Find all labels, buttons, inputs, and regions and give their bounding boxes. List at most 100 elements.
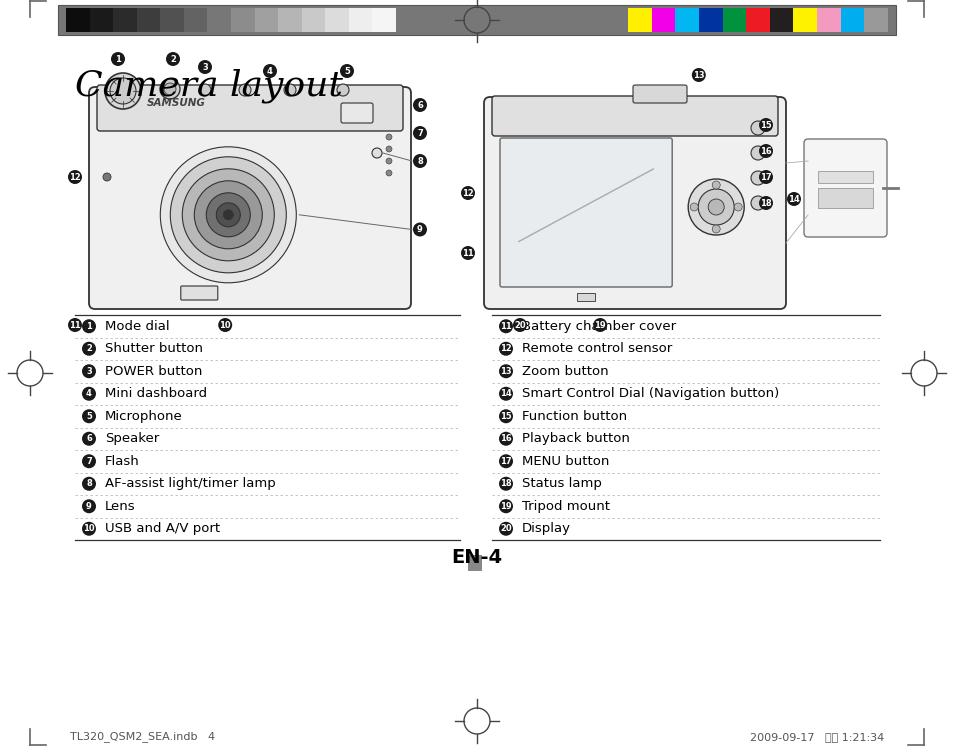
Circle shape (750, 171, 764, 185)
Text: 9: 9 (416, 225, 422, 234)
Circle shape (194, 181, 262, 248)
Circle shape (111, 52, 125, 66)
Bar (745, 8, 769, 32)
Text: 17: 17 (499, 457, 511, 466)
Circle shape (707, 199, 723, 215)
Text: Display: Display (521, 523, 571, 535)
Circle shape (750, 146, 764, 160)
Bar (577, 293, 595, 301)
Bar (816, 8, 840, 32)
Bar (769, 8, 793, 32)
Circle shape (166, 52, 180, 66)
Bar (113, 8, 136, 32)
Text: 16: 16 (499, 434, 512, 444)
Text: Battery chamber cover: Battery chamber cover (521, 320, 676, 333)
Text: Flash: Flash (105, 455, 139, 468)
Circle shape (413, 222, 427, 236)
Bar (721, 8, 745, 32)
Circle shape (160, 79, 180, 99)
Circle shape (372, 148, 381, 158)
FancyBboxPatch shape (483, 97, 785, 309)
Circle shape (103, 173, 111, 181)
Bar (136, 8, 160, 32)
Text: 17: 17 (760, 172, 771, 181)
Text: Speaker: Speaker (105, 432, 159, 445)
FancyBboxPatch shape (181, 286, 217, 300)
Circle shape (386, 134, 392, 140)
Text: 14: 14 (499, 389, 512, 398)
Text: 8: 8 (86, 479, 91, 488)
Circle shape (759, 144, 772, 158)
Text: Function button: Function button (521, 410, 626, 422)
Circle shape (386, 158, 392, 164)
Circle shape (239, 84, 251, 96)
Circle shape (498, 499, 513, 514)
Text: USB and A/V port: USB and A/V port (105, 523, 220, 535)
Text: 15: 15 (760, 120, 771, 130)
Circle shape (460, 246, 475, 260)
Text: 4: 4 (86, 389, 91, 398)
Text: 5: 5 (344, 66, 350, 75)
Circle shape (750, 196, 764, 210)
Circle shape (82, 454, 96, 468)
Circle shape (218, 318, 232, 332)
Text: 3: 3 (202, 62, 208, 72)
FancyBboxPatch shape (492, 96, 778, 136)
Bar (817, 188, 872, 208)
Bar (651, 8, 675, 32)
Circle shape (498, 477, 513, 491)
Circle shape (689, 203, 698, 211)
Circle shape (593, 318, 606, 332)
Text: 5: 5 (86, 412, 91, 421)
Circle shape (198, 60, 212, 74)
Circle shape (284, 84, 295, 96)
Bar (372, 8, 395, 32)
Circle shape (82, 522, 96, 535)
Text: SAMSUNG: SAMSUNG (147, 98, 206, 108)
Circle shape (498, 319, 513, 334)
Bar (254, 8, 278, 32)
Bar (301, 8, 325, 32)
Circle shape (498, 409, 513, 423)
FancyBboxPatch shape (633, 85, 686, 103)
FancyBboxPatch shape (89, 87, 411, 309)
FancyBboxPatch shape (97, 85, 402, 131)
Circle shape (199, 84, 211, 96)
Text: EN-4: EN-4 (451, 548, 502, 567)
Circle shape (759, 118, 772, 132)
Text: 4: 4 (267, 66, 273, 75)
Circle shape (105, 73, 141, 109)
Circle shape (413, 126, 427, 140)
FancyBboxPatch shape (499, 138, 672, 287)
Text: 12: 12 (499, 344, 512, 353)
Text: 7: 7 (416, 129, 422, 138)
Bar (817, 171, 872, 183)
Circle shape (206, 193, 250, 236)
Text: Lens: Lens (105, 500, 135, 513)
FancyBboxPatch shape (803, 139, 886, 237)
Text: 11: 11 (69, 321, 81, 330)
Circle shape (164, 83, 175, 95)
Text: 3: 3 (86, 367, 91, 376)
Text: 19: 19 (594, 321, 605, 330)
Bar (184, 8, 207, 32)
Circle shape (759, 196, 772, 210)
Text: Microphone: Microphone (105, 410, 183, 422)
Text: Playback button: Playback button (521, 432, 629, 445)
Bar (231, 8, 254, 32)
Circle shape (460, 186, 475, 200)
Text: 13: 13 (692, 71, 704, 80)
Circle shape (68, 170, 82, 184)
Bar (863, 8, 887, 32)
Text: 15: 15 (499, 412, 512, 421)
Text: Smart Control Dial (Navigation button): Smart Control Dial (Navigation button) (521, 387, 779, 401)
Text: 2: 2 (170, 54, 175, 63)
Text: 18: 18 (499, 479, 511, 488)
Text: Status lamp: Status lamp (521, 477, 601, 490)
Circle shape (82, 409, 96, 423)
Text: Mode dial: Mode dial (105, 320, 170, 333)
Bar (160, 8, 184, 32)
Circle shape (82, 319, 96, 334)
Text: 10: 10 (83, 524, 94, 533)
Circle shape (160, 147, 296, 283)
